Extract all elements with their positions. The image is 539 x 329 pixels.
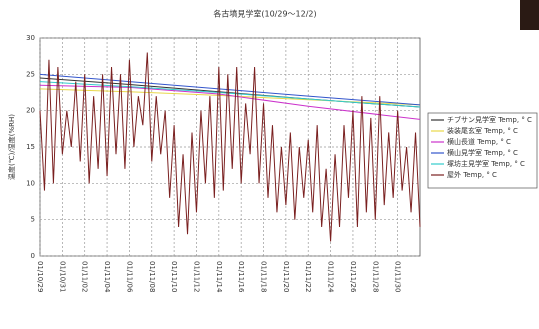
y-tick-label: 30 xyxy=(26,34,35,42)
corner-block xyxy=(520,0,539,30)
x-tick-label: 01/11/18 xyxy=(260,261,268,292)
y-tick-label: 20 xyxy=(26,107,35,115)
y-axis-label: 温度(℃)/湿度(%RH) xyxy=(7,114,16,180)
series-line xyxy=(39,84,421,120)
legend-label: 装装尾玄室 Temp, ° C xyxy=(447,126,518,135)
x-tick-label: 01/11/28 xyxy=(371,261,379,292)
y-tick-label: 25 xyxy=(26,70,35,78)
series-line xyxy=(39,88,421,106)
series-line xyxy=(39,73,421,106)
x-tick-label: 01/11/30 xyxy=(394,261,402,292)
x-tick-label: 01/10/29 xyxy=(36,261,44,292)
chart-title: 各古墳見学室(10/29～12/2) xyxy=(213,9,316,19)
x-tick-label: 01/11/20 xyxy=(282,261,290,292)
x-tick-label: 01/11/04 xyxy=(103,261,111,293)
legend-label: 屋外 Temp, ° C xyxy=(447,170,497,179)
legend-label: 横山長道 Temp, ° C xyxy=(447,137,511,146)
x-tick-label: 01/11/08 xyxy=(148,261,156,292)
x-tick-label: 01/11/12 xyxy=(192,261,200,292)
y-tick-label: 0 xyxy=(31,252,35,260)
y-tick-label: 10 xyxy=(26,179,35,187)
x-tick-label: 01/11/06 xyxy=(125,261,133,293)
x-tick-label: 01/11/02 xyxy=(81,261,89,292)
x-tick-label: 01/11/10 xyxy=(170,261,178,292)
legend-label: 塚坊主見学室 Temp, ° C xyxy=(447,159,525,168)
x-tick-label: 01/11/16 xyxy=(237,261,245,293)
x-tick-label: 01/11/22 xyxy=(304,261,312,292)
y-tick-label: 5 xyxy=(31,216,35,224)
x-tick-label: 01/11/26 xyxy=(349,261,357,293)
legend-box xyxy=(427,112,538,189)
legend-label: チブサン見学室 Temp, ° C xyxy=(447,115,532,124)
x-tick-label: 01/11/14 xyxy=(215,261,223,293)
x-tick-label: 01/10/31 xyxy=(58,261,66,292)
y-tick-label: 15 xyxy=(26,143,35,151)
series-line xyxy=(39,52,421,242)
legend-label: 横山見学室 Temp, ° C xyxy=(447,148,518,157)
series-line xyxy=(39,81,421,108)
x-tick-label: 01/11/24 xyxy=(327,261,335,293)
